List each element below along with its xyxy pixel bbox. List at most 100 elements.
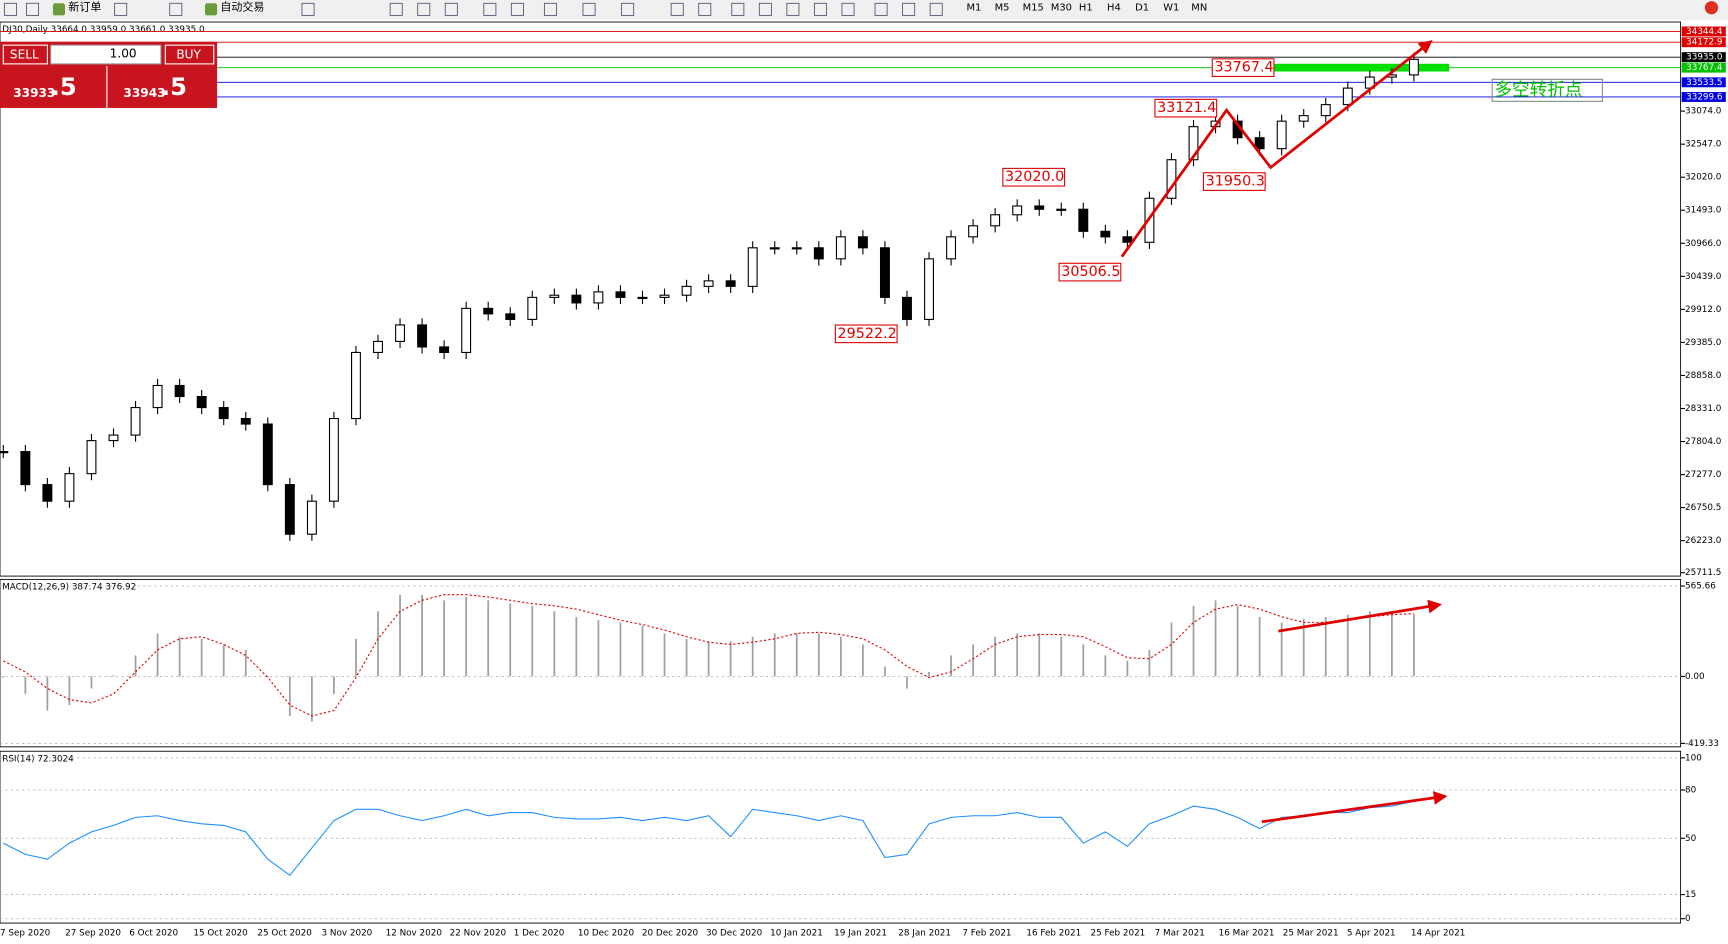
macd-bar — [333, 676, 335, 694]
price-tag-label: 33935.0 — [1686, 53, 1723, 63]
main-frame — [0, 21, 1682, 577]
x-tick-label: 28 Jan 2021 — [898, 928, 951, 938]
toolbar-tool[interactable] — [670, 2, 684, 16]
macd-bar — [906, 676, 908, 689]
toolbar-tool[interactable] — [698, 2, 712, 16]
macd-bar — [465, 596, 468, 677]
candle-body — [1254, 137, 1265, 150]
drawn-arrows — [1120, 40, 1448, 824]
timeframe-button[interactable]: M1 — [966, 3, 981, 14]
rsi-frame — [0, 750, 1682, 924]
macd-bar — [972, 644, 974, 677]
timeframe-button[interactable]: H4 — [1107, 3, 1121, 14]
timeframe-button[interactable]: H1 — [1079, 3, 1093, 14]
x-tick-label: 10 Dec 2020 — [578, 928, 635, 938]
timeframe-button[interactable]: MN — [1191, 3, 1207, 14]
x-tick-label: 7 Mar 2021 — [1155, 928, 1205, 938]
timeframe-button[interactable]: M15 — [1023, 3, 1044, 14]
toolbar-tool[interactable] — [114, 2, 128, 16]
toolbar — [0, 0, 1728, 20]
candle-body — [703, 280, 714, 287]
annotation: 32020.0 — [1005, 169, 1064, 185]
toolbar-tool[interactable] — [621, 2, 635, 16]
candle-body — [571, 294, 582, 304]
x-tick-label: 30 Dec 2020 — [706, 928, 763, 938]
x-tick-label: 25 Oct 2020 — [257, 928, 312, 938]
y-tick-label: 31493.0 — [1685, 206, 1722, 216]
candle-body — [1100, 230, 1111, 238]
toolbar-tool[interactable] — [582, 2, 596, 16]
candle-body — [835, 236, 846, 260]
timeframe-button[interactable]: M30 — [1051, 3, 1072, 14]
candle-body — [725, 280, 736, 287]
y-tick-label: 26223.0 — [1685, 536, 1722, 546]
toolbar-tool[interactable] — [301, 2, 315, 16]
y-tick-label: 30966.0 — [1685, 239, 1722, 249]
candle-body — [681, 285, 692, 296]
toolbar-tool[interactable] — [929, 2, 943, 16]
y-tick-label: 26750.5 — [1685, 503, 1721, 513]
toolbar-tool[interactable] — [26, 2, 40, 16]
toolbar-tool[interactable] — [902, 2, 916, 16]
panel-title: RSI(14) 72.3024 — [2, 754, 74, 764]
lots-input[interactable] — [50, 44, 162, 65]
toolbar-tool[interactable] — [731, 2, 745, 16]
timeframe-button[interactable]: D1 — [1135, 3, 1149, 14]
macd-frame — [0, 578, 1682, 748]
notice-icon[interactable] — [1704, 1, 1719, 15]
annotation: 33121.4 — [1157, 100, 1216, 116]
macd-bar — [685, 638, 688, 677]
macd-bar — [663, 633, 666, 677]
macd-bar — [1082, 644, 1085, 677]
toolbar-tool[interactable] — [417, 2, 431, 16]
macd-bar — [884, 666, 886, 677]
macd-bar — [553, 611, 556, 677]
candle-body — [1056, 208, 1067, 211]
toolbar-tool[interactable] — [758, 2, 772, 16]
y-tick-label: 32020.0 — [1685, 173, 1722, 183]
candle-body — [857, 236, 868, 249]
sell-button[interactable] — [2, 44, 48, 65]
x-tick-label: 7 Feb 2021 — [962, 928, 1011, 938]
panel-title: MACD(12,26,9) 387.74 376.92 — [2, 583, 136, 593]
ask-frac[interactable]: .5 — [161, 73, 187, 101]
macd-bar — [310, 676, 313, 722]
toolbar-tool[interactable] — [841, 2, 855, 16]
toolbar-tool[interactable] — [874, 2, 888, 16]
candle-body — [615, 291, 626, 298]
candle-body — [1078, 208, 1089, 232]
candle-body — [1298, 115, 1309, 122]
toolbar-button[interactable]: 新订单 — [68, 0, 101, 14]
toolbar-button[interactable]: 自动交易 — [220, 0, 264, 14]
macd-bar — [1104, 655, 1107, 677]
candle-body — [42, 484, 53, 502]
toolbar-tool[interactable] — [786, 2, 800, 16]
note-box — [1491, 78, 1603, 102]
macd-bar — [619, 622, 622, 677]
macd-bar — [1280, 622, 1283, 677]
toolbar-tool[interactable] — [169, 2, 183, 16]
candle-body — [240, 417, 251, 425]
macd-bar — [773, 633, 776, 677]
timeframe-button[interactable]: W1 — [1163, 3, 1179, 14]
y-tick-label: 0 — [1685, 914, 1691, 924]
buy-button[interactable] — [164, 44, 215, 65]
macd-bar — [928, 671, 930, 677]
y-tick-label: 15 — [1685, 890, 1696, 900]
toolbar-tool[interactable] — [3, 2, 17, 16]
toolbar-tool[interactable] — [444, 2, 458, 16]
toolbar-tool[interactable] — [813, 2, 827, 16]
bid-frac[interactable]: .5 — [51, 73, 77, 101]
timeframe-button[interactable]: M5 — [995, 3, 1010, 14]
ask-main[interactable]: 33943 — [123, 86, 165, 100]
price-tag — [1681, 92, 1726, 102]
toolbar-tool[interactable] — [483, 2, 497, 16]
toolbar-tool[interactable] — [510, 2, 524, 16]
y-tick-label: 27277.0 — [1685, 470, 1722, 480]
toolbar-tool[interactable] — [389, 2, 403, 16]
toolbar-tool[interactable] — [543, 2, 557, 16]
macd-bar — [597, 620, 600, 677]
x-tick-label: 15 Oct 2020 — [193, 928, 248, 938]
bid-main[interactable]: 33933 — [13, 86, 55, 100]
